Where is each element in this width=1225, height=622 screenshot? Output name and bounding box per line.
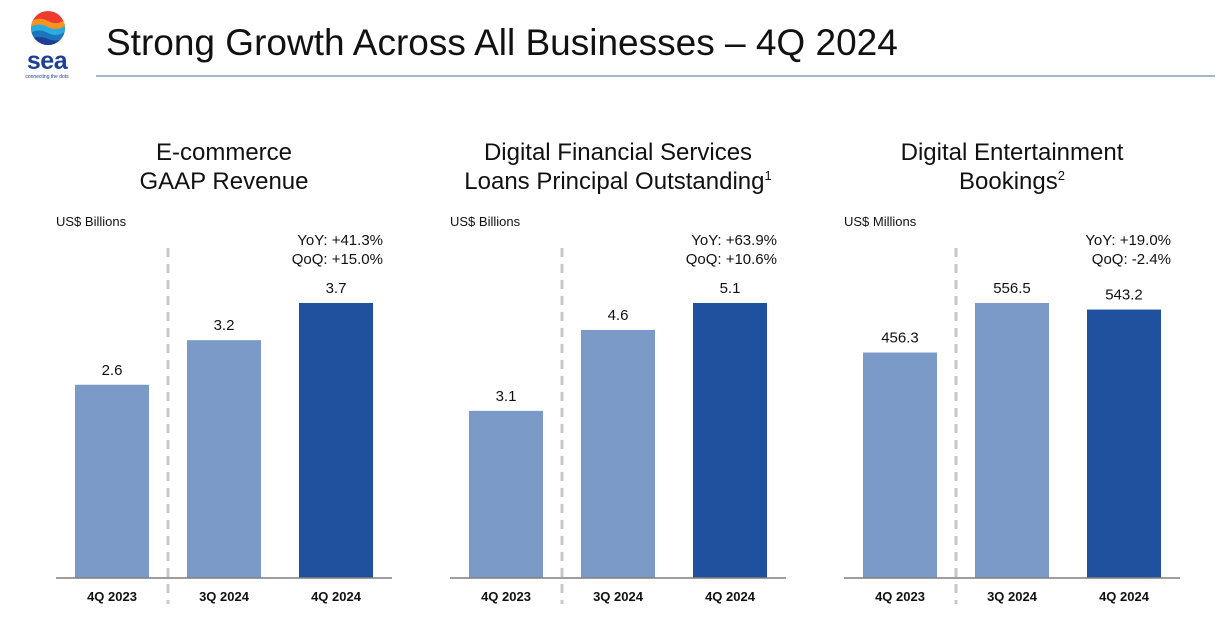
- x-tick-label: 4Q 2023: [875, 589, 925, 604]
- title-divider: [96, 75, 1215, 77]
- bar-4q-2024: [299, 303, 373, 578]
- x-tick-label: 3Q 2024: [199, 589, 250, 604]
- chart-title-line2-text: GAAP Revenue: [140, 168, 309, 195]
- sea-logo-icon: [31, 11, 65, 45]
- chart-title-line1: Digital Entertainment: [901, 139, 1124, 166]
- logo-tagline: connecting the dots: [25, 74, 69, 80]
- qoq-growth: QoQ: -2.4%: [1092, 251, 1171, 268]
- logo-wordmark: sea: [26, 47, 68, 75]
- yoy-growth: YoY: +41.3%: [297, 232, 383, 249]
- chart-title-line2: Loans Principal Outstanding1: [464, 168, 771, 195]
- bar-4q-2023: [75, 384, 149, 578]
- bar-4q-2023: [469, 410, 543, 578]
- qoq-growth: QoQ: +15.0%: [292, 251, 383, 268]
- chart-title-line1: E-commerce: [156, 139, 292, 166]
- x-tick-label: 4Q 2024: [1099, 589, 1150, 604]
- chart-title-footnote: 2: [1058, 168, 1065, 183]
- bar-value-label: 543.2: [1105, 287, 1143, 304]
- bar-4q-2023: [863, 352, 937, 578]
- x-tick-label: 3Q 2024: [593, 589, 644, 604]
- bar-3q-2024: [975, 303, 1049, 578]
- x-tick-label: 4Q 2024: [311, 589, 362, 604]
- bar-4q-2024: [1087, 309, 1161, 578]
- qoq-growth: QoQ: +10.6%: [686, 251, 777, 268]
- chart-unit-label: US$ Millions: [844, 214, 917, 229]
- chart-title-line2: GAAP Revenue: [140, 168, 309, 195]
- bar-4q-2024: [693, 303, 767, 578]
- chart-title-line2-text: Bookings: [959, 168, 1058, 195]
- page-title: Strong Growth Across All Businesses – 4Q…: [106, 22, 898, 63]
- bar-value-label: 2.6: [102, 362, 123, 379]
- yoy-growth: YoY: +19.0%: [1085, 232, 1171, 249]
- chart-title-line2: Bookings2: [959, 168, 1065, 195]
- x-tick-label: 4Q 2024: [705, 589, 756, 604]
- x-tick-label: 4Q 2023: [87, 589, 137, 604]
- sea-logo: sea connecting the dots: [14, 10, 84, 82]
- bar-value-label: 4.6: [608, 307, 629, 324]
- x-tick-label: 3Q 2024: [987, 589, 1038, 604]
- bar-value-label: 5.1: [720, 280, 741, 297]
- bar-value-label: 556.5: [993, 280, 1031, 297]
- yoy-growth: YoY: +63.9%: [691, 232, 777, 249]
- chart-title-footnote: 1: [764, 168, 771, 183]
- bar-value-label: 3.7: [326, 280, 347, 297]
- chart-unit-label: US$ Billions: [56, 214, 127, 229]
- chart-unit-label: US$ Billions: [450, 214, 521, 229]
- bar-3q-2024: [581, 329, 655, 578]
- bar-3q-2024: [187, 340, 261, 578]
- chart-title-line1: Digital Financial Services: [484, 139, 752, 166]
- x-tick-label: 4Q 2023: [481, 589, 531, 604]
- chart-title-line2-text: Loans Principal Outstanding: [464, 168, 764, 195]
- bar-value-label: 3.1: [496, 388, 517, 405]
- bar-value-label: 3.2: [214, 317, 235, 334]
- bar-value-label: 456.3: [881, 330, 919, 347]
